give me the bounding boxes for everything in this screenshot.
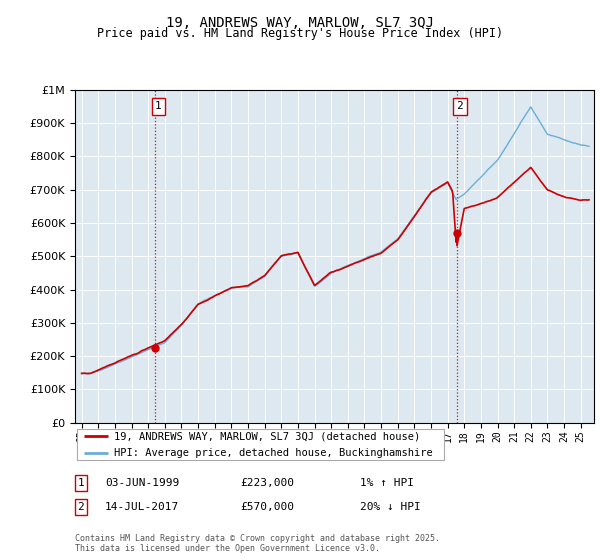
Text: £223,000: £223,000 bbox=[240, 478, 294, 488]
Text: Contains HM Land Registry data © Crown copyright and database right 2025.
This d: Contains HM Land Registry data © Crown c… bbox=[75, 534, 440, 553]
Text: Price paid vs. HM Land Registry's House Price Index (HPI): Price paid vs. HM Land Registry's House … bbox=[97, 27, 503, 40]
Text: 1: 1 bbox=[155, 101, 162, 111]
Text: 19, ANDREWS WAY, MARLOW, SL7 3QJ: 19, ANDREWS WAY, MARLOW, SL7 3QJ bbox=[166, 16, 434, 30]
Text: 14-JUL-2017: 14-JUL-2017 bbox=[105, 502, 179, 512]
Text: 1% ↑ HPI: 1% ↑ HPI bbox=[360, 478, 414, 488]
Text: 2: 2 bbox=[77, 502, 85, 512]
Text: 20% ↓ HPI: 20% ↓ HPI bbox=[360, 502, 421, 512]
Text: £570,000: £570,000 bbox=[240, 502, 294, 512]
Text: 19, ANDREWS WAY, MARLOW, SL7 3QJ (detached house): 19, ANDREWS WAY, MARLOW, SL7 3QJ (detach… bbox=[114, 431, 421, 441]
Text: 2: 2 bbox=[457, 101, 463, 111]
FancyBboxPatch shape bbox=[77, 429, 445, 460]
Text: HPI: Average price, detached house, Buckinghamshire: HPI: Average price, detached house, Buck… bbox=[114, 448, 433, 458]
Text: 03-JUN-1999: 03-JUN-1999 bbox=[105, 478, 179, 488]
Text: 1: 1 bbox=[77, 478, 85, 488]
